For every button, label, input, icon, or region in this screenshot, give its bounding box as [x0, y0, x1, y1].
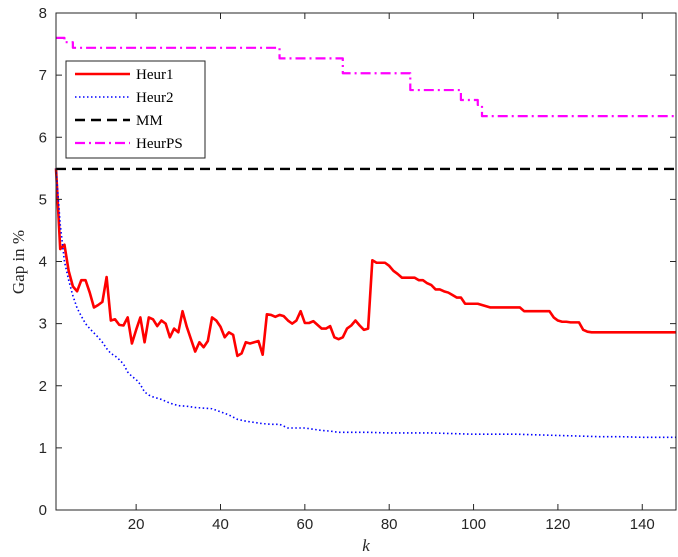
x-tick-label: 60 [296, 516, 313, 533]
y-tick-label: 2 [39, 378, 47, 395]
y-tick-label: 8 [39, 5, 47, 22]
legend-label-heur1: Heur1 [136, 67, 174, 83]
series-line-heur2 [55, 168, 676, 439]
series-lines [54, 36, 676, 439]
y-tick-label: 3 [39, 316, 47, 333]
series-line-heur1 [54, 168, 676, 358]
legend-label-mm: MM [136, 113, 163, 129]
y-tick-label: 6 [39, 129, 47, 146]
x-tick-label: 80 [381, 516, 398, 533]
y-tick-label: 5 [39, 191, 47, 208]
y-tick-label: 7 [39, 67, 47, 84]
x-tick-label: 20 [128, 516, 145, 533]
x-tick-label: 40 [212, 516, 229, 533]
x-tick-label: 100 [461, 516, 486, 533]
y-tick-label: 4 [39, 254, 47, 271]
series-line-heurps [56, 36, 676, 118]
legend-box [65, 60, 206, 159]
legend-label-heurps: HeurPS [136, 136, 183, 152]
y-tick-label: 1 [39, 440, 47, 457]
axis-ticks: 20 40 60 80 100 120 140 0 1 2 3 4 5 6 7 8 [39, 5, 676, 533]
x-tick-label: 120 [545, 516, 570, 533]
legend-label-heur2: Heur2 [136, 90, 174, 106]
y-axis-label: Gap in % [9, 230, 28, 294]
x-tick-label: 140 [630, 516, 655, 533]
y-tick-label: 0 [39, 502, 47, 519]
legend: Heur1 Heur2 MM HeurPS [65, 60, 206, 159]
x-axis-label: k [362, 536, 370, 555]
